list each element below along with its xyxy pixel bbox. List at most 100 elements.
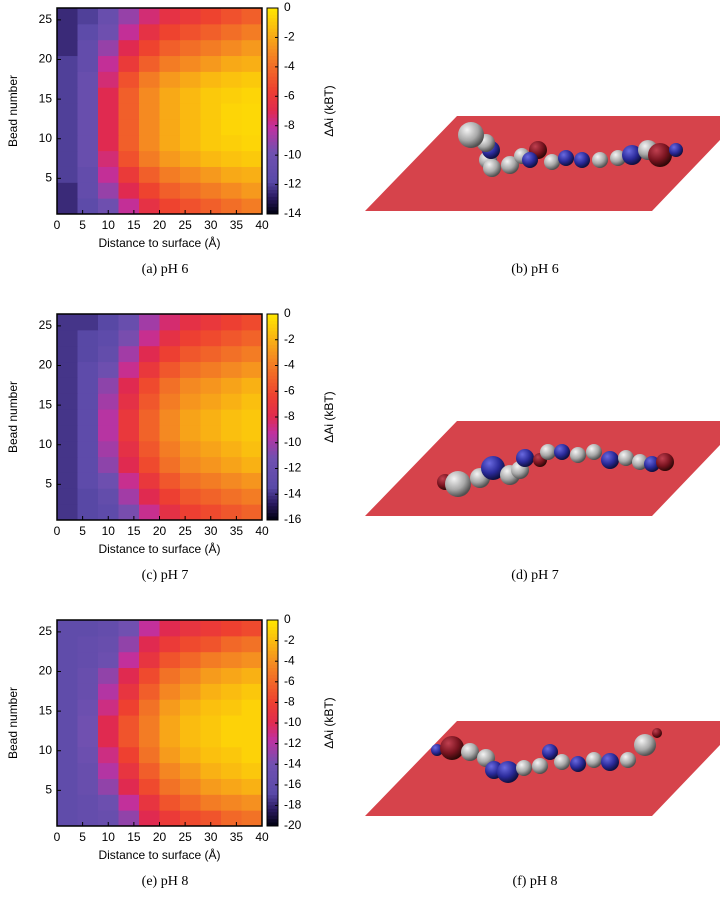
heatmap-cell bbox=[139, 409, 160, 426]
heatmap-cell bbox=[118, 134, 140, 152]
render-f bbox=[365, 721, 720, 816]
heatmap-cell bbox=[159, 683, 181, 700]
colorbar-band bbox=[267, 492, 278, 497]
colorbar-band bbox=[267, 86, 278, 91]
colorbar-tick-label: -14 bbox=[284, 486, 302, 500]
heatmap-cell bbox=[118, 329, 140, 347]
heatmap-cell bbox=[57, 715, 78, 732]
heatmap-cell bbox=[180, 182, 201, 199]
heatmap-cell bbox=[221, 118, 242, 136]
heatmap-cell bbox=[98, 134, 119, 152]
colorbar-tick-label: -2 bbox=[284, 332, 295, 346]
heatmap-cell bbox=[200, 472, 222, 489]
heatmap-panel: 0 5 10 15 20 25 30 35 40 5 10 15 20 25 Distance to sur… bbox=[6, 612, 336, 889]
heatmap-cell bbox=[200, 715, 222, 732]
colorbar-band bbox=[267, 437, 278, 442]
y-tick-label: 10 bbox=[39, 437, 53, 451]
colorbar-band bbox=[267, 719, 278, 724]
heatmap-cell bbox=[221, 166, 242, 183]
colorbar-frame bbox=[266, 7, 279, 215]
heatmap-cell bbox=[77, 667, 99, 684]
heatmap-cell bbox=[118, 620, 140, 637]
heatmap-cell bbox=[57, 345, 78, 363]
heatmap-cell bbox=[118, 472, 140, 489]
heatmap-cell bbox=[57, 361, 78, 378]
colorbar-band bbox=[267, 52, 278, 57]
heatmap-cell bbox=[139, 778, 160, 795]
heatmap-cell bbox=[241, 134, 263, 152]
y-tick-label: 20 bbox=[39, 52, 53, 66]
colorbar-band bbox=[267, 18, 278, 23]
heatmap-cell bbox=[77, 683, 99, 700]
colorbar-band bbox=[267, 35, 278, 40]
colorbar-band bbox=[267, 327, 278, 332]
colorbar-band bbox=[267, 49, 278, 54]
heatmap-cell bbox=[77, 456, 99, 473]
heatmap-cell bbox=[57, 683, 78, 700]
colorbar-tick-label: 0 bbox=[284, 612, 291, 626]
heatmap-cell bbox=[77, 166, 99, 183]
heatmap-cell bbox=[57, 762, 78, 779]
heatmap-cell bbox=[118, 8, 140, 25]
colorbar-band bbox=[267, 764, 278, 769]
heatmap-cell bbox=[139, 39, 160, 57]
colorbar-tick-label: -12 bbox=[284, 177, 302, 191]
heatmap-cell bbox=[180, 810, 201, 827]
heatmap-cell bbox=[180, 377, 201, 394]
heatmap-cell bbox=[77, 150, 99, 167]
colorbar-band bbox=[267, 14, 278, 19]
heatmap-cell bbox=[159, 103, 181, 120]
colorbar-tick-label: -4 bbox=[284, 59, 295, 73]
heatmap-cell bbox=[180, 440, 201, 458]
colorbar-band bbox=[267, 341, 278, 346]
heatmap-cell bbox=[221, 810, 242, 827]
colorbar-band bbox=[267, 11, 278, 16]
heatmap-cell bbox=[77, 651, 99, 669]
x-tick-label: 30 bbox=[204, 218, 218, 232]
heatmap-cell bbox=[200, 699, 222, 716]
heatmap-cell bbox=[200, 746, 222, 764]
heatmap-cell bbox=[57, 55, 78, 72]
y-tick-label: 20 bbox=[39, 664, 53, 678]
heatmap-cell bbox=[159, 699, 181, 716]
colorbar-tick-label: -2 bbox=[284, 30, 295, 44]
y-tick-label: 10 bbox=[39, 743, 53, 757]
heatmap-cell bbox=[118, 361, 140, 378]
colorbar-band bbox=[267, 386, 278, 391]
heatmap-cell bbox=[180, 778, 201, 795]
colorbar-label: ΔAi (kBT) bbox=[322, 697, 336, 748]
colorbar-band bbox=[267, 8, 278, 12]
colorbar-band bbox=[267, 650, 278, 655]
colorbar-band bbox=[267, 516, 278, 521]
heatmap-cell bbox=[98, 504, 119, 521]
heatmap-cell bbox=[159, 198, 181, 215]
heatmap-cell bbox=[77, 762, 99, 779]
heatmap-cell bbox=[221, 182, 242, 199]
heatmap-cell bbox=[221, 150, 242, 167]
chain bbox=[458, 122, 683, 177]
y-tick-label: 15 bbox=[39, 703, 53, 717]
heatmap-cell bbox=[98, 746, 119, 764]
heatmap-cell bbox=[241, 746, 263, 764]
heatmap-cell bbox=[98, 651, 119, 669]
heatmap-cell bbox=[200, 361, 222, 378]
heatmap-cell bbox=[221, 361, 242, 378]
heatmap-cell bbox=[200, 103, 222, 120]
x-tick-label: 20 bbox=[153, 218, 167, 232]
heatmap-cell bbox=[98, 377, 119, 394]
colorbar-band bbox=[267, 633, 278, 638]
x-tick-label: 30 bbox=[204, 830, 218, 844]
y-tick-label: 5 bbox=[45, 171, 52, 185]
heatmap-cell bbox=[180, 198, 201, 215]
colorbar-tick-label: -8 bbox=[284, 118, 295, 132]
heatmap-cell bbox=[221, 762, 242, 779]
colorbar-band bbox=[267, 774, 278, 779]
colorbar-band bbox=[267, 733, 278, 738]
colorbar-band bbox=[267, 141, 278, 146]
heatmap-cell bbox=[139, 683, 160, 700]
colorbar-tick-label: -4 bbox=[284, 358, 295, 372]
heatmap-cell bbox=[221, 440, 242, 458]
heatmap-cell bbox=[241, 393, 263, 410]
heatmap-cell bbox=[57, 472, 78, 489]
colorbar-band bbox=[267, 368, 278, 373]
